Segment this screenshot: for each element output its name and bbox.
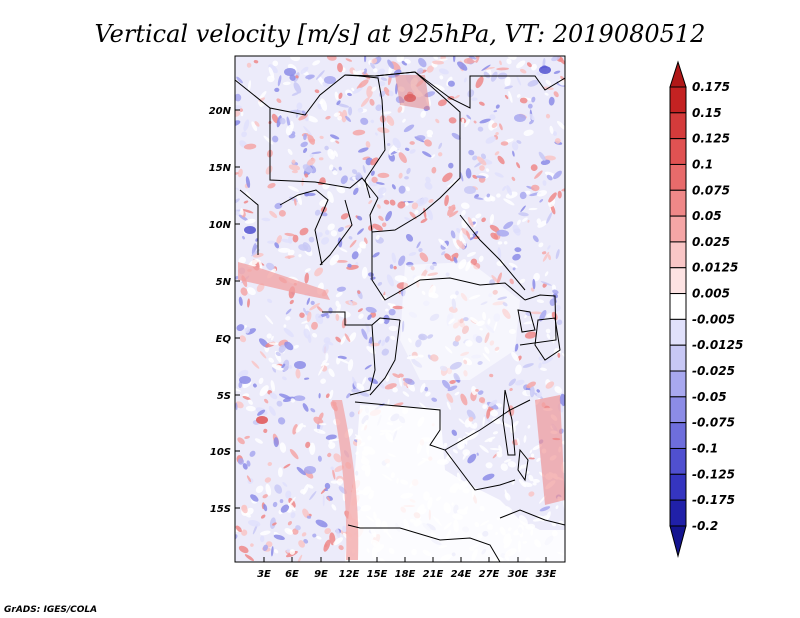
colorbar-bottom-arrow (669, 525, 687, 558)
colorbar-segment (669, 163, 687, 191)
colorbar-label: 0.05 (692, 209, 722, 223)
colorbar: 0.175 0.15 0.125 0.1 0.075 0.05 0.025 0.0125 0.0… (669, 60, 743, 558)
map-frame (234, 55, 566, 563)
colorbar-segment (669, 447, 687, 475)
lat-label: 5N (216, 277, 232, 288)
lat-label: 15N (209, 163, 232, 174)
colorbar-label: 0.025 (692, 235, 730, 249)
colorbar-segment (669, 396, 687, 424)
velocity-field (235, 56, 565, 562)
longitude-axis: 3E 6E 9E 12E 15E 18E 21E 24E 27E 30E 33E (257, 557, 557, 580)
lat-label: 10N (209, 220, 232, 231)
colorbar-label: -0.025 (692, 364, 735, 378)
rift-band (535, 395, 565, 505)
colorbar-segment (669, 499, 687, 527)
lat-label: 10S (210, 447, 231, 458)
lat-label: 20N (209, 106, 232, 117)
colorbar-segment (669, 215, 687, 243)
colorbar-segment (669, 189, 687, 217)
colorbar-segment (669, 344, 687, 372)
coastal-band-north (238, 262, 330, 300)
lon-label: 33E (536, 569, 557, 580)
lon-label: 30E (508, 569, 529, 580)
colorbar-label: 0.075 (692, 183, 730, 197)
map-title: Vertical velocity [m/s] at 925hPa, VT: 2… (95, 20, 706, 48)
colorbar-label: 0.005 (692, 287, 730, 301)
lon-label: 24E (451, 569, 472, 580)
calm-region (345, 405, 565, 562)
colorbar-label: -0.125 (692, 467, 735, 481)
lakes (502, 309, 561, 482)
lat-label: 15S (210, 504, 231, 515)
colorbar-label: -0.05 (692, 390, 727, 404)
latitude-axis: 20N 15N 10N 5N EQ 5S 10S 15S (209, 106, 240, 515)
colorbar-label: 0.1 (692, 157, 713, 171)
colorbar-segment (669, 241, 687, 269)
colorbar-segment (669, 473, 687, 501)
lat-label: 5S (217, 391, 231, 402)
colorbar-label: -0.2 (692, 519, 718, 533)
lon-label: 9E (314, 569, 328, 580)
colorbar-label: 0.125 (692, 132, 730, 146)
colorbar-label: -0.1 (692, 441, 718, 455)
colorbar-segment (669, 318, 687, 346)
coastal-band-south (332, 400, 359, 560)
colorbar-label: -0.075 (692, 416, 735, 430)
colorbar-segment (669, 86, 687, 114)
lat-label: EQ (216, 334, 232, 345)
colorbar-label: 0.0125 (692, 261, 738, 275)
country-borders (235, 71, 565, 562)
colorbar-top-arrow (669, 60, 687, 88)
colorbar-label: -0.175 (692, 493, 735, 507)
colorbar-segment (669, 138, 687, 165)
highland-band (395, 75, 430, 110)
colorbar-label: 0.175 (692, 80, 730, 94)
lon-label: 6E (285, 569, 299, 580)
colorbar-label: -0.0125 (692, 338, 743, 352)
lon-label: 3E (257, 569, 271, 580)
lon-label: 21E (423, 569, 444, 580)
lon-label: 12E (339, 569, 360, 580)
colorbar-label: -0.005 (692, 312, 735, 326)
calm-region-basin (400, 262, 520, 380)
colorbar-segment (669, 422, 687, 449)
lon-label: 15E (367, 569, 388, 580)
colorbar-segment (669, 293, 687, 320)
colorbar-segment (669, 112, 687, 140)
colorbar-label: 0.15 (692, 106, 722, 120)
lon-label: 18E (395, 569, 416, 580)
grads-credit: GrADS: IGES/COLA (4, 605, 97, 615)
colorbar-segment (669, 370, 687, 398)
lon-label: 27E (479, 569, 500, 580)
colorbar-segment (669, 267, 687, 295)
